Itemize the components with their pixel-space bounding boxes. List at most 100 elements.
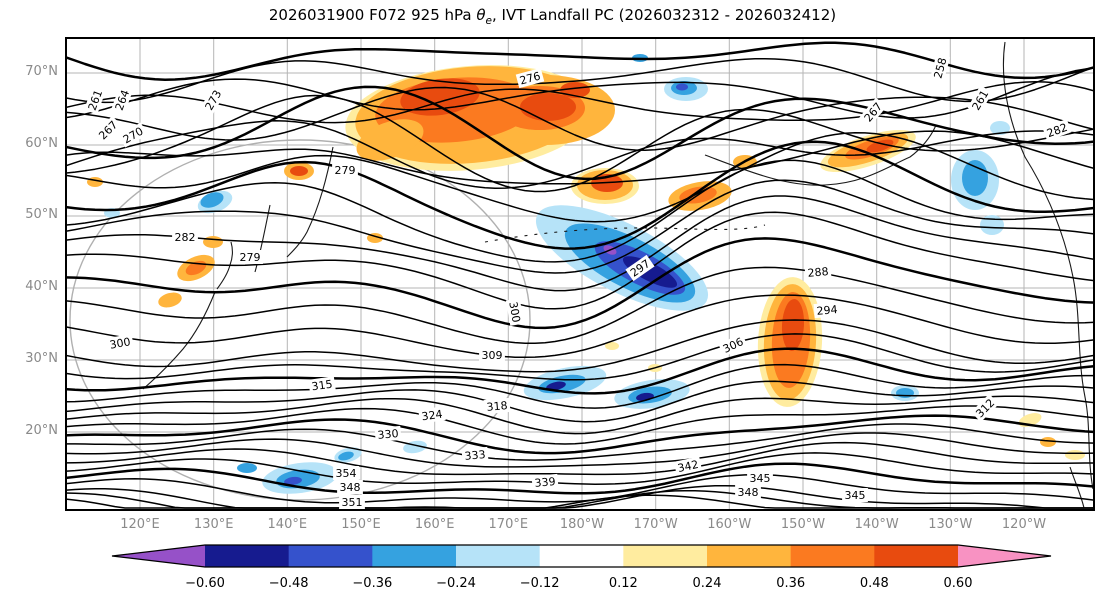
lon-tick-label: 120°W <box>1001 517 1047 532</box>
contour-label: 351 <box>342 496 363 509</box>
title-theta-symbol: θ <box>476 6 486 24</box>
shading-blob <box>1040 437 1056 447</box>
shading-blob <box>676 83 688 91</box>
contour-line <box>65 333 1095 381</box>
colorbar-segment <box>539 545 624 567</box>
contour-line <box>65 130 1095 185</box>
contour-label: 339 <box>534 475 556 490</box>
contour-label: 282 <box>175 231 196 244</box>
colorbar-left-arrow <box>112 545 205 567</box>
colorbar-segment <box>288 545 373 567</box>
contour-line <box>65 423 1095 461</box>
contour-label-halo <box>505 298 525 326</box>
title-theta-subscript: e <box>485 15 492 27</box>
colorbar-tick-label: −0.24 <box>436 576 476 591</box>
shading-blob <box>962 160 988 196</box>
contour-line <box>65 462 1095 495</box>
lat-tick-label: 70°N <box>25 64 58 79</box>
contour-label: 348 <box>340 481 361 494</box>
shading-blob <box>203 236 223 248</box>
contour-label: 279 <box>335 164 356 177</box>
contour-line <box>65 414 1095 455</box>
contour-line <box>65 57 1095 104</box>
contour-label-halo <box>1042 119 1072 141</box>
shading-blob <box>237 463 257 473</box>
contour-line <box>65 211 1095 310</box>
colorbar-segment <box>623 545 708 567</box>
contour-line <box>65 140 1095 250</box>
lon-tick-label: 170°W <box>633 517 678 532</box>
coastline <box>1069 466 1085 509</box>
contour-label-halo <box>84 85 106 115</box>
contour-label-halo <box>842 488 868 502</box>
contour-line <box>65 452 1095 485</box>
contour-line <box>65 67 1095 119</box>
contour-line <box>65 120 1095 189</box>
contour-label: 354 <box>336 467 357 480</box>
contour-line <box>65 347 1095 395</box>
lon-tick-label: 130°E <box>193 517 234 532</box>
contour-label-halo <box>337 480 363 494</box>
shading-blob <box>781 299 805 351</box>
shading-blob <box>290 166 308 176</box>
shading-blob <box>896 388 914 398</box>
colorbar-segment <box>707 545 792 567</box>
contour-line <box>65 85 1095 181</box>
contour-label: 330 <box>377 427 399 442</box>
colorbar-segment <box>790 545 875 567</box>
contour-label-halo <box>747 471 773 485</box>
colorbar-tick-label: 0.12 <box>609 576 638 591</box>
shading-blob <box>546 381 566 391</box>
contour-line <box>65 441 1095 476</box>
contour-label-halo <box>93 115 123 145</box>
contour-line <box>65 86 1095 151</box>
colorbar-segment <box>456 545 541 567</box>
contour-label-halo <box>106 333 134 353</box>
colorbar-outline <box>111 544 1052 568</box>
lat-tick-label: 30°N <box>25 351 58 366</box>
contour-line <box>65 319 1095 373</box>
contour-label: 324 <box>421 408 444 424</box>
contour-line <box>65 132 1095 223</box>
contour-line <box>65 494 1095 509</box>
contour-label-halo <box>531 473 559 491</box>
lat-tick-label: 60°N <box>25 136 58 151</box>
colorbar-tick-label: −0.36 <box>352 576 392 591</box>
contour-line <box>65 405 1095 445</box>
contour-label: 318 <box>486 399 508 414</box>
contour-line <box>65 195 1095 292</box>
contour-label: 300 <box>506 301 522 324</box>
shading-blob <box>605 342 619 350</box>
colorbar-segment <box>205 545 290 567</box>
shading-blob <box>1065 450 1085 460</box>
lat-tick-label: 20°N <box>25 423 58 438</box>
colorbar-tick-label: 0.48 <box>860 576 889 591</box>
contour-label: 276 <box>518 69 542 87</box>
colorbar-tick-label: 0.60 <box>944 576 973 591</box>
contour-line <box>65 432 1095 468</box>
contour-label-halo <box>673 456 703 476</box>
contour-line <box>65 159 1095 263</box>
contour-label: 348 <box>738 486 759 499</box>
coastline <box>254 204 271 273</box>
shading <box>87 54 1085 494</box>
contour-line <box>65 395 1095 435</box>
contour-label: 258 <box>931 56 949 80</box>
contour-label-halo <box>111 85 133 115</box>
shading-blob <box>990 121 1010 135</box>
contour-label-halo <box>118 122 148 148</box>
contour-line <box>65 41 1095 81</box>
contour-label: 294 <box>816 303 838 318</box>
contour-label-halo <box>333 466 359 480</box>
contour-label-halo <box>332 163 358 177</box>
contour-label: 345 <box>750 472 771 485</box>
shading-blob <box>338 451 354 461</box>
lon-tick-label: 130°W <box>928 517 973 532</box>
title-prefix: 2026031900 F072 925 hPa <box>268 6 477 24</box>
lon-tick-label: 140°W <box>854 517 899 532</box>
contour-label: 279 <box>240 251 261 264</box>
lon-tick-label: 160°E <box>414 517 455 532</box>
lat-tick-label: 40°N <box>25 279 58 294</box>
lon-tick-label: 150°W <box>780 517 826 532</box>
